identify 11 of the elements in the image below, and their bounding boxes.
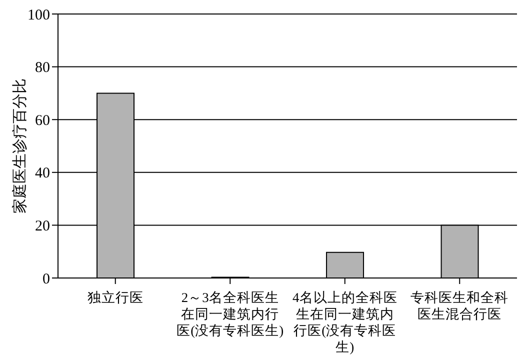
y-tick-label: 60 (35, 112, 50, 129)
x-tick-label: 2～3名全科医生在同一建筑内行医(没有专科医生) (176, 290, 284, 338)
x-tick-label: 专科医生和全科医生混合行医 (410, 290, 509, 322)
y-tick-label: 80 (35, 60, 50, 76)
y-tick-label: 40 (35, 166, 50, 182)
x-tick-label: 独立行医 (87, 290, 144, 305)
y-axis-title: 家庭医生诊疗百分比 (11, 78, 28, 214)
y-tick-label: 20 (35, 218, 50, 235)
y-tick-label: 0 (42, 271, 50, 288)
y-tick-label: 100 (28, 7, 50, 24)
x-tick-label: 4名以上的全科医生在同一建筑内行医(没有专科医生) (292, 290, 398, 354)
